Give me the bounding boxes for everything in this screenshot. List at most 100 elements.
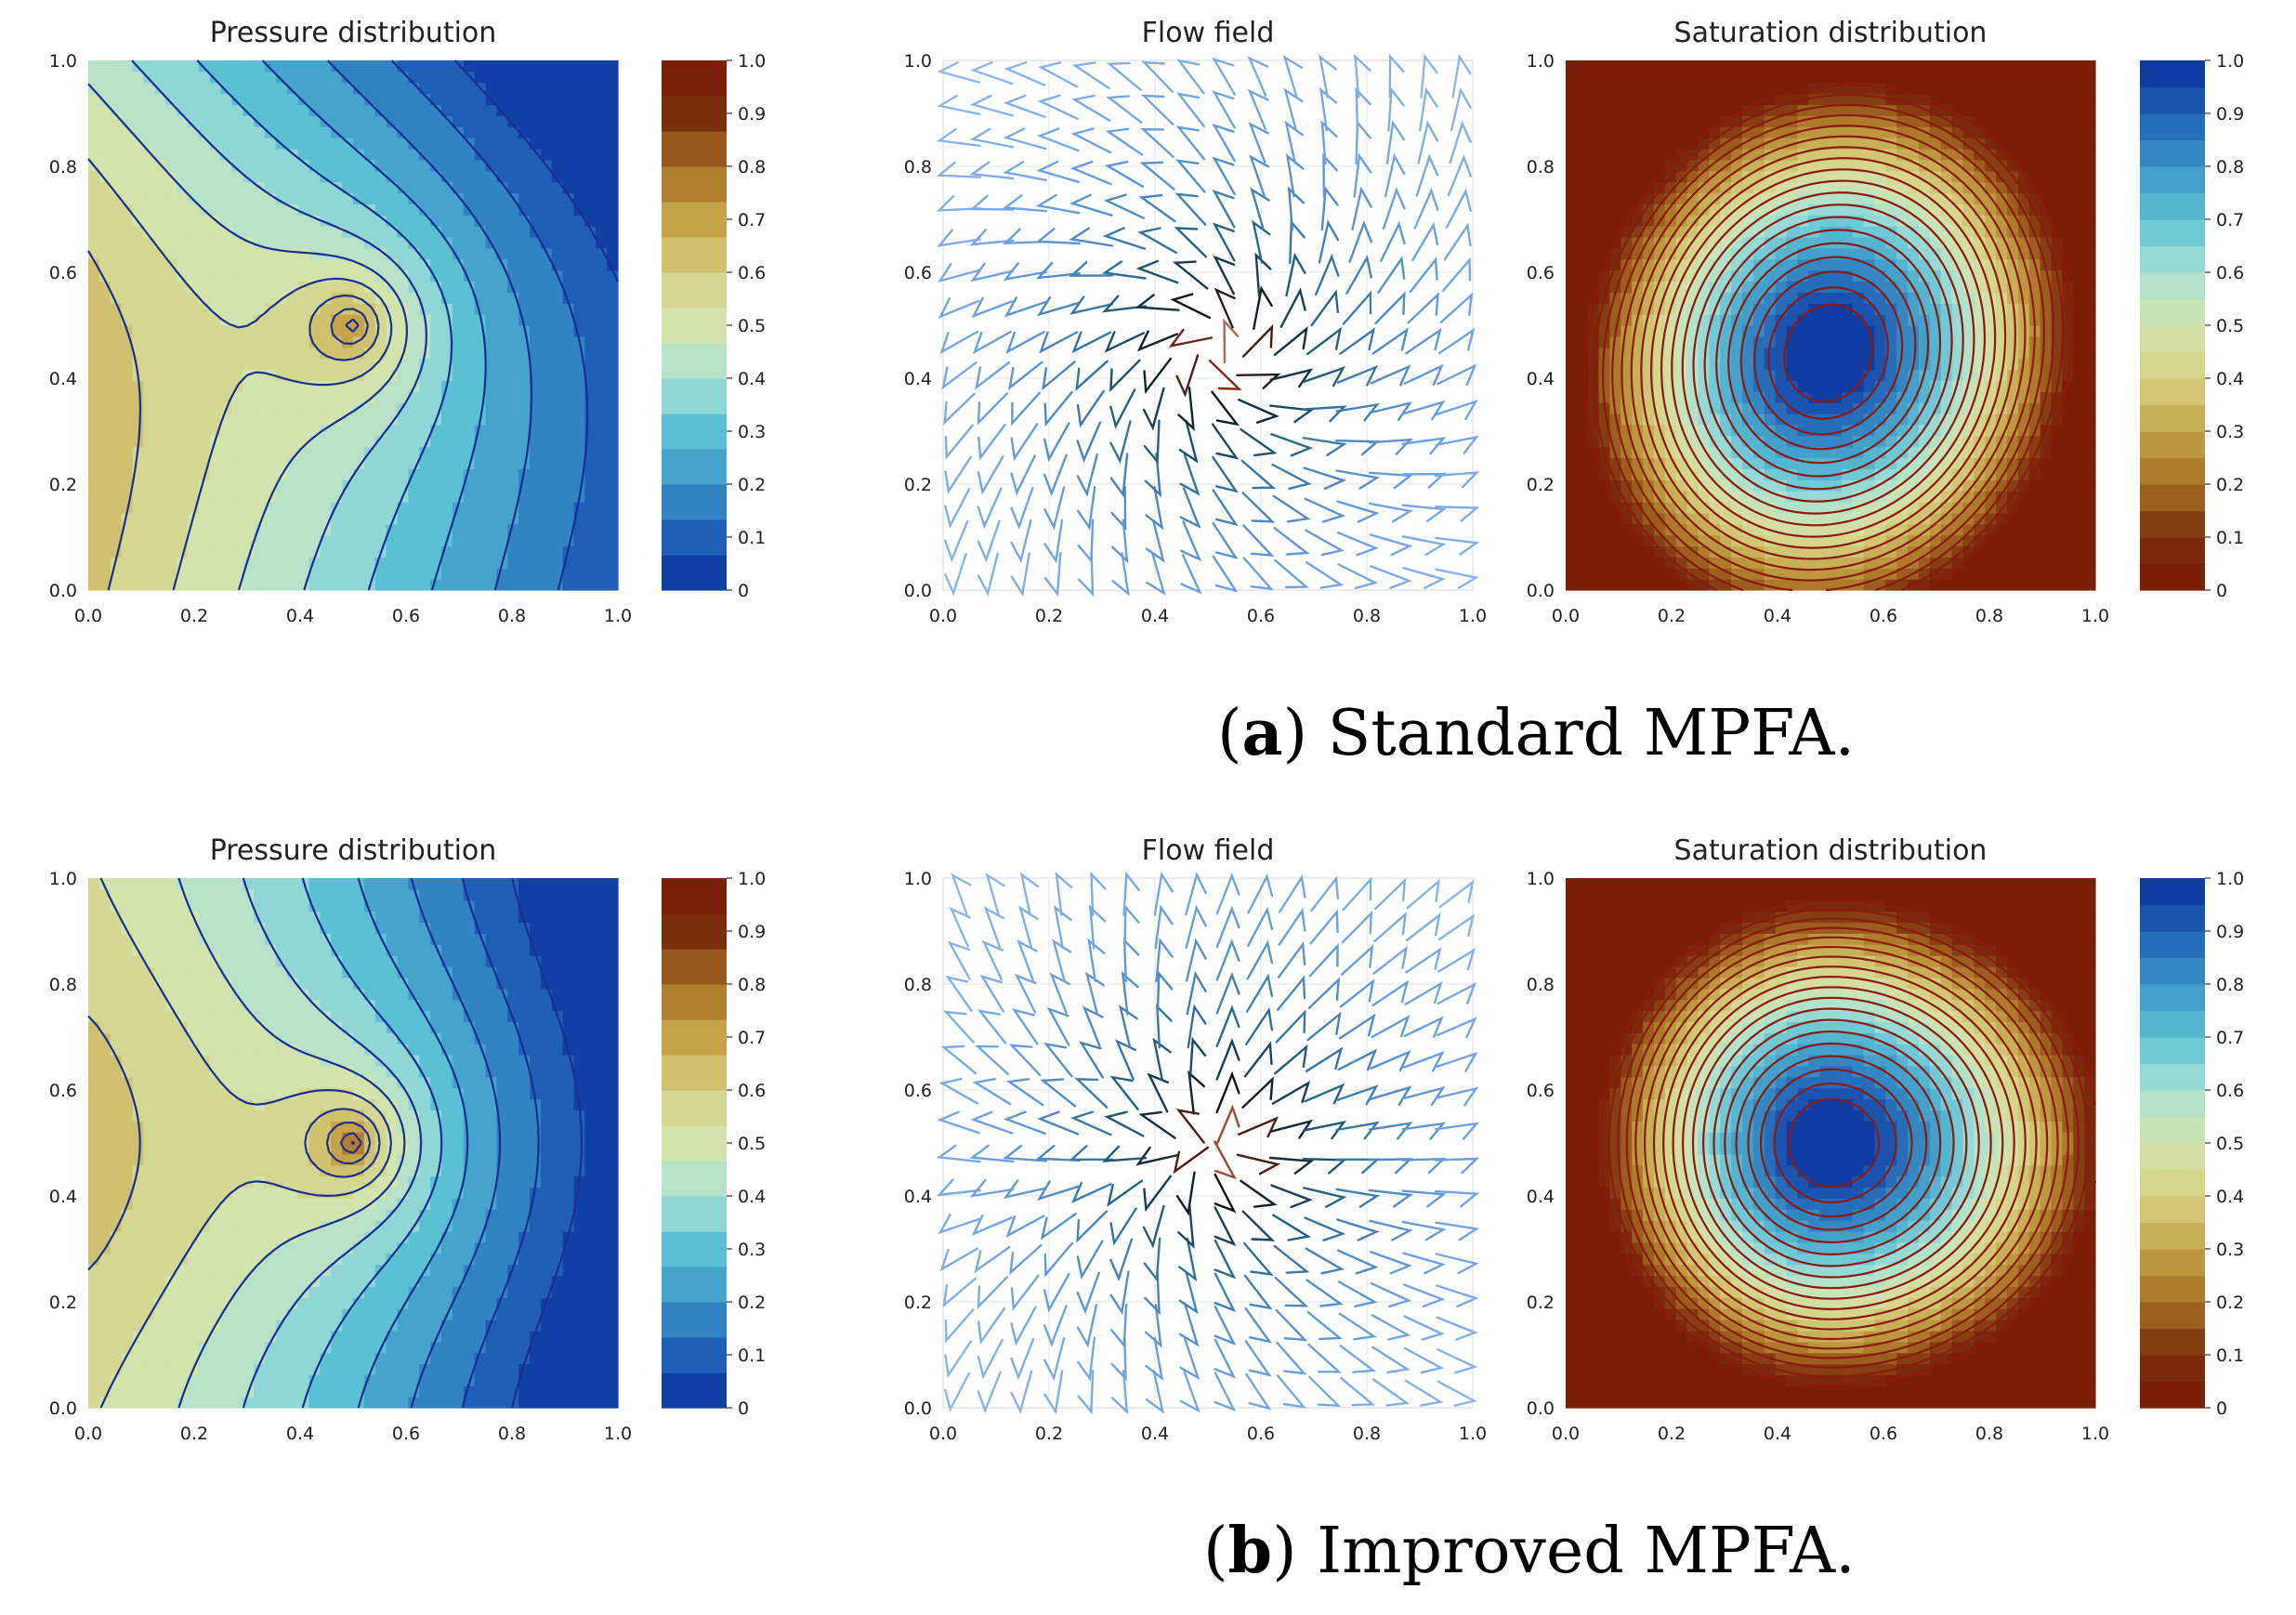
panel-a-saturation-cell — [1764, 292, 1777, 304]
panel-a-saturation-cell — [1940, 93, 1953, 106]
panel-a-pressure-cell — [275, 502, 288, 514]
panel-a-pressure-cell — [507, 181, 519, 194]
panel-a-pressure-cell — [286, 358, 299, 371]
panel-a-pressure-cell — [231, 512, 243, 525]
panel-a-saturation-cell — [1576, 82, 1589, 95]
panel-a-pressure-cell — [254, 380, 266, 392]
panel-a-pressure-cell — [573, 258, 585, 271]
panel-a-saturation-cell — [2051, 545, 2063, 558]
panel-a-pressure-cell — [607, 424, 619, 437]
panel-a-pressure-cell — [88, 512, 100, 525]
panel-a-pressure-cell — [265, 347, 277, 360]
panel-a-pressure-cell — [485, 512, 497, 525]
panel-a-pressure-cell — [584, 579, 597, 591]
panel-a-pressure-cell — [573, 226, 585, 238]
panel-a-pressure-cell — [165, 269, 177, 282]
panel-a-pressure-cell — [607, 104, 619, 116]
panel-a-pressure-cell — [220, 303, 232, 315]
panel-a-pressure-cell — [496, 93, 508, 106]
panel-a-pressure-cell — [386, 82, 399, 95]
panel-a-pressure-cell — [177, 104, 189, 116]
panel-a-pressure-cell — [154, 468, 166, 480]
panel-a-pressure-cell — [518, 545, 531, 558]
panel-a-pressure-cell — [187, 468, 200, 480]
panel-a-saturation-cell — [1566, 269, 1578, 282]
panel-a-saturation-cell — [2073, 138, 2085, 150]
panel-a-pressure-cell — [463, 479, 476, 492]
panel-a-pressure-cell — [143, 269, 155, 282]
panel-a-pressure-cell — [397, 391, 409, 403]
panel-a-pressure-cell — [584, 93, 597, 106]
panel-a-pressure-cell — [143, 502, 155, 514]
panel-a-saturation-cell — [2084, 579, 2096, 591]
panel-a-saturation-cell — [1808, 60, 1820, 72]
panel-a-pressure-cell — [540, 192, 553, 204]
panel-a-pressure-cell — [596, 402, 608, 414]
panel-a-pressure-cell — [121, 93, 134, 106]
panel-a-pressure-cell — [132, 325, 144, 337]
panel-a-saturation-cell — [1742, 335, 1754, 348]
panel-a-pressure-cell — [154, 457, 166, 469]
panel-a-saturation-cell — [1698, 204, 1710, 216]
panel-a-pressure-cell — [496, 523, 508, 536]
panel-a-pressure-cell — [562, 258, 575, 271]
panel-a-pressure-cell — [254, 138, 266, 150]
panel-a-pressure-cell — [165, 149, 177, 161]
panel-a-pressure-cell — [452, 71, 465, 84]
panel-a-saturation-cell — [2084, 347, 2096, 360]
panel-a-pressure-cell — [342, 204, 354, 216]
panel-a-flow-arrow — [1249, 154, 1270, 197]
panel-a-saturation-cell — [2007, 545, 2019, 558]
panel-a-pressure-cell — [430, 170, 442, 183]
panel-a-pressure-cell — [496, 226, 508, 238]
panel-a-pressure-cell — [265, 468, 277, 480]
panel-a-pressure-cell — [463, 126, 476, 138]
panel-a-pressure-cell — [342, 60, 354, 72]
panel-a-pressure-cell — [530, 491, 542, 503]
panel-a-saturation-cell — [2084, 93, 2096, 106]
panel-a-saturation-cell — [2017, 523, 2030, 536]
panel-a-flow-arrow — [1435, 506, 1480, 522]
panel-a-pressure-cell — [374, 523, 387, 536]
panel-a-pressure-cell — [198, 104, 211, 116]
panel-a-pressure-cell — [441, 269, 453, 282]
panel-a-pressure-cell — [342, 181, 354, 194]
panel-a-saturation-cell — [1632, 126, 1644, 138]
panel-a-pressure-cell — [320, 281, 332, 293]
panel-a-saturation-cell — [1566, 138, 1578, 150]
panel-a-pressure-cell — [596, 104, 608, 116]
panel-a-flow-arrow — [977, 455, 1004, 495]
panel-a-saturation-cell — [2051, 115, 2063, 127]
panel-a-saturation-cell — [2073, 126, 2085, 138]
panel-a-flow-arrow — [1010, 454, 1036, 496]
panel-a-pressure-cell — [419, 269, 431, 282]
panel-a-pressure-cell — [154, 149, 166, 161]
panel-a-flow-arrow — [1008, 361, 1043, 390]
panel-a-pressure-cell — [220, 292, 232, 304]
panel-a-flow-arrow — [1420, 53, 1438, 98]
panel-a-pressure-cell — [397, 60, 409, 72]
panel-a-pressure-cell — [596, 204, 608, 216]
panel-a-pressure-cell — [452, 247, 465, 260]
panel-a-pressure-cell — [265, 435, 277, 448]
panel-a-pressure-cell — [374, 468, 387, 480]
panel-a-pressure-cell — [485, 104, 497, 116]
panel-a-pressure-cell — [397, 170, 409, 183]
panel-a-pressure-cell — [143, 138, 155, 150]
panel-a-pressure-cell — [165, 468, 177, 480]
panel-a-pressure-cell — [143, 204, 155, 216]
panel-a-pressure-cell — [363, 358, 376, 371]
panel-a-pressure-cell — [573, 545, 585, 558]
panel-a-saturation-cell — [2084, 60, 2096, 72]
panel-a-pressure-cell — [374, 380, 387, 392]
panel-a-saturation-cell — [1632, 534, 1644, 547]
panel-a-pressure-cell — [110, 380, 123, 392]
panel-a-pressure-cell — [98, 149, 112, 161]
panel-a-pressure-cell — [286, 491, 299, 503]
panel-a-flow-arrow — [1043, 486, 1066, 531]
panel-a-pressure-cell — [452, 281, 465, 293]
panel-a-pressure-cell — [596, 149, 608, 161]
panel-a-saturation-cell — [1709, 60, 1721, 72]
panel-a-pressure-cell — [408, 424, 420, 437]
panel-a-pressure-cell — [98, 435, 112, 448]
